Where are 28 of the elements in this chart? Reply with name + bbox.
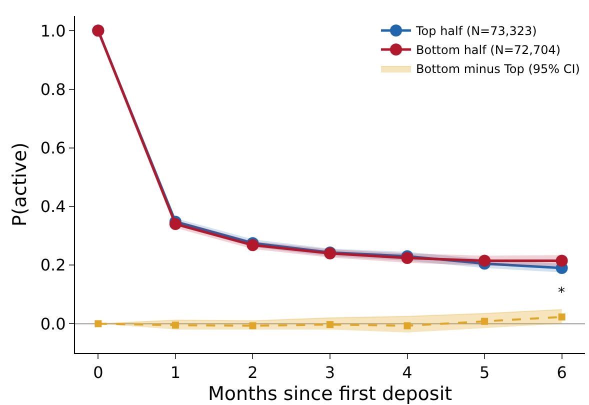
y-tick-label: 0.4	[40, 197, 66, 216]
point	[326, 321, 334, 328]
point	[249, 322, 256, 330]
legend-label: Bottom minus Top (95% CI)	[416, 62, 580, 76]
annotation: *	[558, 285, 565, 301]
y-tick-label: 0.2	[40, 256, 66, 275]
point	[404, 322, 411, 330]
point	[478, 254, 491, 267]
y-tick-label: 1.0	[40, 21, 66, 40]
y-tick-label: 0.0	[40, 314, 66, 334]
x-tick-label: 4	[402, 363, 412, 382]
point	[556, 254, 568, 267]
legend-label: Bottom half (N=72,704)	[416, 43, 561, 58]
x-axis-title: Months since first deposit	[208, 383, 452, 405]
x-tick-label: 2	[248, 363, 258, 382]
point	[558, 313, 566, 320]
x-tick-label: 6	[556, 363, 567, 382]
x-tick-label: 1	[170, 363, 181, 382]
x-tick-label: 5	[479, 363, 490, 382]
y-axis-title: P(active)	[9, 142, 32, 227]
point	[481, 318, 488, 325]
point	[172, 322, 179, 329]
y-tick-label: 0.6	[40, 138, 66, 158]
point	[94, 320, 102, 328]
x-tick-label: 0	[93, 363, 104, 382]
y-tick-label: 0.8	[40, 80, 66, 99]
x-tick-label: 3	[324, 363, 336, 382]
legend-label: Top half (N=73,323)	[415, 24, 537, 38]
